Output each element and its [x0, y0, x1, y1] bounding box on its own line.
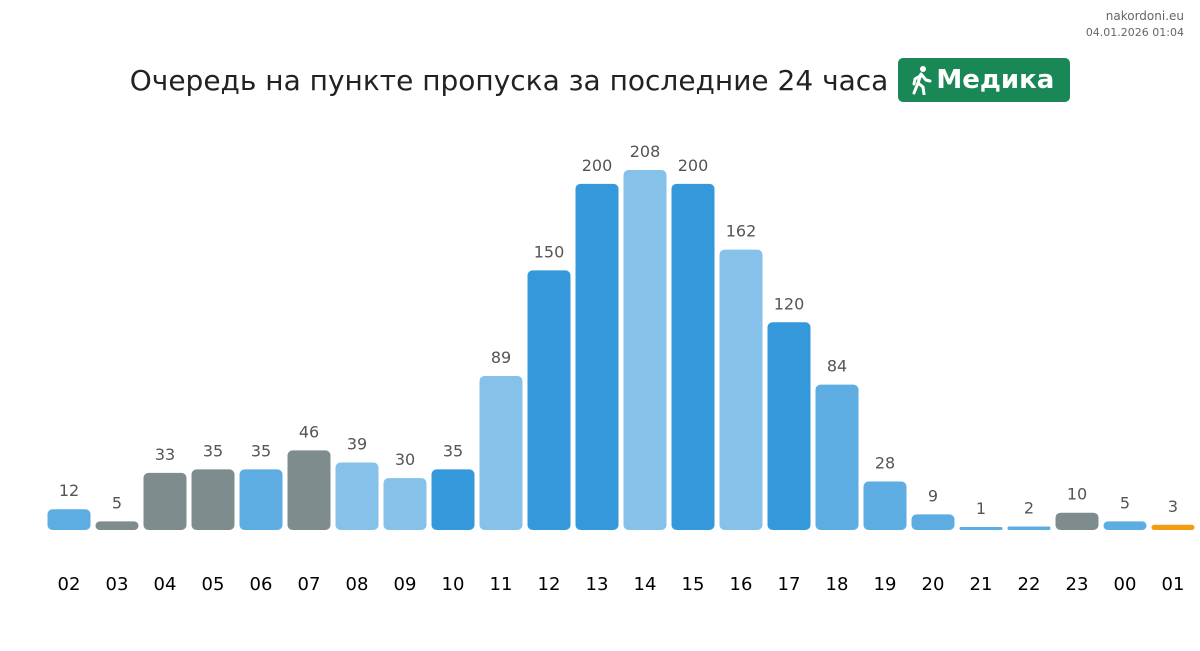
value-label: 5 [1120, 493, 1130, 512]
value-label: 150 [534, 242, 565, 261]
x-tick-label: 17 [778, 574, 801, 595]
value-label: 5 [112, 493, 122, 512]
value-label: 2 [1024, 499, 1034, 518]
bar-01[interactable] [1151, 524, 1195, 530]
x-tick-label: 13 [586, 574, 609, 595]
site-name[interactable]: nakordoni.eu [1105, 9, 1184, 23]
value-label: 28 [875, 454, 895, 473]
chart-title: Очередь на пункте пропуска за последние … [129, 63, 889, 97]
x-tick-label: 06 [250, 574, 273, 595]
bar-19[interactable] [863, 481, 907, 530]
bar-17[interactable] [767, 322, 811, 530]
badge-label: Медика [936, 65, 1055, 95]
bar-07[interactable] [287, 450, 331, 530]
value-label: 30 [395, 450, 415, 469]
value-label: 35 [251, 441, 271, 460]
value-label: 33 [155, 445, 175, 464]
bar-16[interactable] [719, 249, 763, 530]
value-label: 84 [827, 357, 847, 376]
walking-person-icon [912, 66, 932, 95]
bar-13[interactable] [575, 183, 619, 530]
x-tick-label: 07 [298, 574, 321, 595]
value-label: 35 [203, 441, 223, 460]
value-label: 39 [347, 435, 367, 454]
bar-18[interactable] [815, 384, 859, 530]
x-tick-label: 14 [634, 574, 657, 595]
x-tick-label: 23 [1066, 574, 1089, 595]
bar-21[interactable] [959, 527, 1003, 530]
bar-00[interactable] [1103, 521, 1147, 530]
bar-11[interactable] [479, 375, 523, 530]
x-tick-label: 09 [394, 574, 417, 595]
x-tick-label: 08 [346, 574, 369, 595]
x-tick-label: 16 [730, 574, 753, 595]
bar-02[interactable] [47, 509, 91, 530]
bar-23[interactable] [1055, 512, 1099, 530]
x-tick-label: 10 [442, 574, 465, 595]
value-label: 162 [726, 222, 757, 241]
bar-14[interactable] [623, 170, 667, 530]
x-tick-label: 00 [1114, 574, 1137, 595]
value-label: 3 [1168, 497, 1178, 516]
title-row: Очередь на пункте пропуска за последние … [0, 58, 1200, 102]
bar-10[interactable] [431, 469, 475, 530]
x-tick-label: 04 [154, 574, 177, 595]
value-label: 10 [1067, 485, 1087, 504]
value-label: 200 [678, 156, 709, 175]
x-tick-label: 18 [826, 574, 849, 595]
bar-06[interactable] [239, 469, 283, 530]
bar-03[interactable] [95, 521, 139, 530]
timestamp: 04.01.2026 01:04 [1085, 26, 1184, 39]
bar-09[interactable] [383, 478, 427, 530]
value-label: 35 [443, 441, 463, 460]
value-label: 1 [976, 499, 986, 518]
x-tick-label: 12 [538, 574, 561, 595]
value-label: 46 [299, 422, 319, 441]
x-tick-label: 19 [874, 574, 897, 595]
bar-15[interactable] [671, 183, 715, 530]
bar-12[interactable] [527, 270, 571, 530]
x-tick-label: 15 [682, 574, 705, 595]
x-tick-label: 02 [58, 574, 81, 595]
bar-04[interactable] [143, 472, 187, 530]
bar-20[interactable] [911, 514, 955, 530]
value-label: 120 [774, 294, 805, 313]
x-tick-label: 22 [1018, 574, 1041, 595]
value-label: 208 [630, 142, 661, 161]
bar-05[interactable] [191, 469, 235, 530]
x-tick-label: 11 [490, 574, 513, 595]
x-tick-label: 20 [922, 574, 945, 595]
value-label: 200 [582, 156, 613, 175]
x-tick-label: 01 [1162, 574, 1185, 595]
value-label: 89 [491, 348, 511, 367]
value-label: 12 [59, 481, 79, 500]
value-label: 9 [928, 486, 938, 505]
bar-22[interactable] [1007, 526, 1051, 530]
x-tick-label: 05 [202, 574, 225, 595]
bar-08[interactable] [335, 462, 379, 531]
x-tick-label: 03 [106, 574, 129, 595]
checkpoint-badge: Медика [898, 58, 1071, 102]
x-tick-label: 21 [970, 574, 993, 595]
